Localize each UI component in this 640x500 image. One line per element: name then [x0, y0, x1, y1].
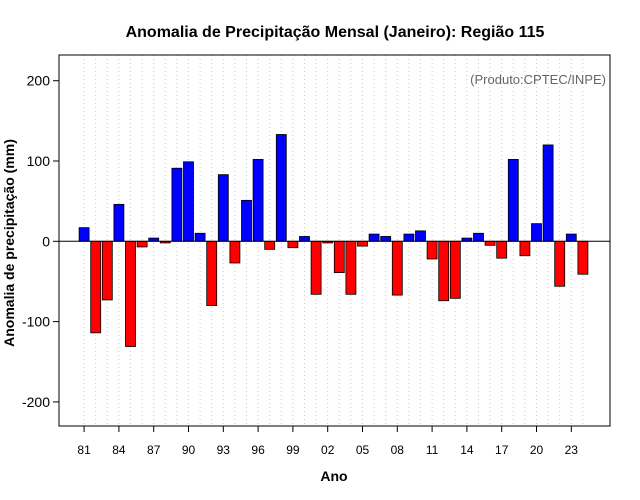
- bar-1990: [183, 161, 194, 242]
- x-tick-label: 05: [356, 443, 370, 457]
- bar-2011: [426, 240, 438, 260]
- chart-title: Anomalia de Precipitação Mensal (Janeiro…: [126, 24, 545, 41]
- x-tick-label: 96: [251, 443, 265, 457]
- bar-2004: [345, 240, 357, 295]
- bar-2022: [554, 240, 566, 287]
- y-axis-title: Anomalia de precipitação (mm): [1, 139, 17, 347]
- bar-series: [78, 134, 589, 347]
- bar-1989: [171, 167, 183, 242]
- bar-2015: [473, 232, 484, 242]
- x-tick-label: 99: [286, 443, 300, 457]
- bar-1984: [113, 203, 125, 242]
- bar-1997: [264, 240, 276, 250]
- y-axis: -200 -100 0 100 200: [22, 73, 59, 410]
- bar-1981: [78, 227, 90, 242]
- y-tick-label: 200: [27, 73, 51, 89]
- x-tick-label: 14: [460, 443, 474, 457]
- bar-2001: [310, 240, 322, 295]
- x-tick-label: 87: [147, 443, 161, 457]
- bar-2017: [496, 240, 508, 259]
- bar-2024: [577, 240, 589, 275]
- bar-1986: [136, 240, 148, 248]
- x-tick-label: 20: [530, 443, 544, 457]
- bar-2018: [507, 158, 519, 242]
- bar-2012: [438, 240, 450, 302]
- credit-annotation: (Produto:CPTEC/INPE): [470, 72, 606, 87]
- x-axis: 81 84 87 90 93 96 99 02 05 08 11 14 17 20 23: [77, 426, 578, 457]
- bar-2003: [333, 240, 345, 274]
- x-tick-label: 17: [495, 443, 509, 457]
- bar-1995: [241, 199, 252, 242]
- bar-1999: [287, 240, 299, 249]
- bar-2010: [415, 230, 426, 242]
- x-tick-label: 02: [321, 443, 335, 457]
- x-tick-label: 84: [112, 443, 126, 457]
- x-tick-label: 11: [426, 443, 439, 457]
- bar-2008: [391, 240, 403, 296]
- y-tick-label: 100: [27, 153, 51, 169]
- bar-1991: [194, 232, 206, 242]
- bar-2000: [299, 236, 310, 242]
- bar-2020: [531, 223, 542, 242]
- bar-2019: [519, 240, 531, 257]
- bar-2023: [565, 233, 577, 242]
- bar-2007: [380, 236, 392, 242]
- bar-2005: [357, 240, 368, 247]
- bar-1998: [275, 134, 287, 242]
- bar-2006: [368, 233, 380, 242]
- y-tick-label: -100: [22, 314, 50, 330]
- bar-1983: [101, 240, 113, 301]
- x-tick-label: 81: [77, 443, 91, 457]
- bar-1996: [252, 158, 264, 242]
- plot-frame: [58, 54, 611, 427]
- bar-1985: [125, 240, 136, 347]
- y-tick-label: -200: [22, 394, 50, 410]
- x-tick-label: 23: [565, 443, 579, 457]
- x-axis-title: Ano: [320, 468, 347, 484]
- x-tick-label: 90: [182, 443, 196, 457]
- bar-2021: [542, 144, 554, 242]
- bar-2013: [449, 240, 461, 299]
- bar-2016: [484, 240, 496, 246]
- bar-2009: [403, 233, 415, 242]
- x-tick-label: 93: [217, 443, 231, 457]
- y-tick-label: 0: [42, 233, 50, 249]
- x-tick-label: 08: [391, 443, 405, 457]
- bar-1994: [229, 240, 241, 264]
- bar-1993: [217, 174, 229, 242]
- bar-1982: [90, 240, 102, 334]
- bar-1992: [206, 240, 218, 306]
